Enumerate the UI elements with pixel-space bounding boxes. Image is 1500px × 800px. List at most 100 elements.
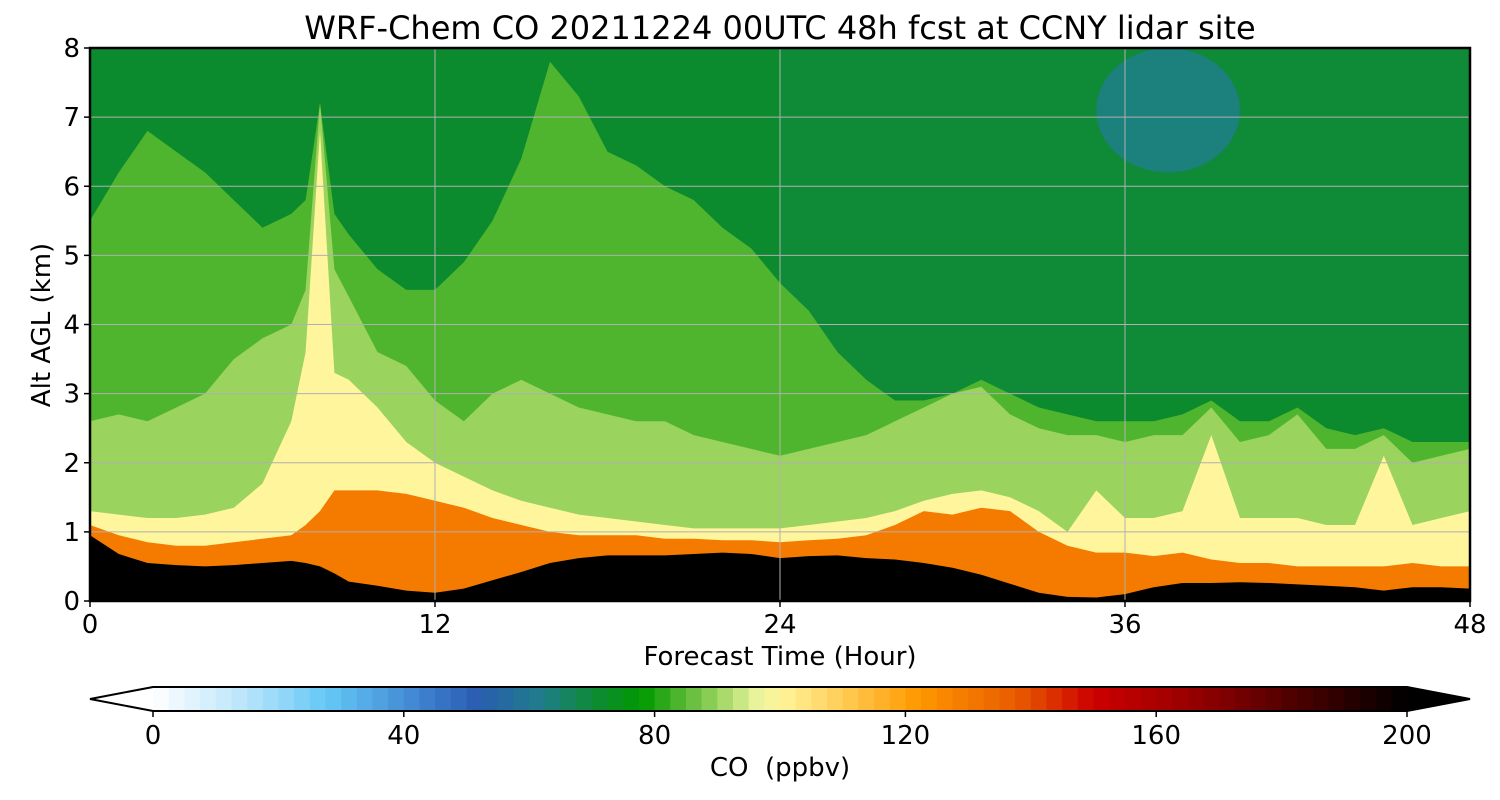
colorbar-bin bbox=[1077, 687, 1095, 711]
colorbar-tick-label: 200 bbox=[1382, 721, 1432, 751]
y-tick-label: 1 bbox=[63, 518, 80, 548]
colorbar-bin bbox=[591, 687, 609, 711]
colorbar-bin bbox=[1281, 687, 1298, 711]
colorbar-bin bbox=[325, 687, 342, 711]
colorbar-bin bbox=[278, 687, 295, 711]
x-tick-label: 36 bbox=[1108, 610, 1141, 640]
colorbar-bin bbox=[717, 687, 734, 711]
colorbar-bin bbox=[858, 687, 875, 711]
colorbar-bin bbox=[184, 687, 201, 711]
colorbar-bin bbox=[247, 687, 264, 711]
colorbar-bin bbox=[262, 687, 279, 711]
colorbar-bin bbox=[1109, 687, 1126, 711]
colorbar-bin bbox=[1344, 687, 1361, 711]
colorbar-bin bbox=[388, 687, 405, 711]
colorbar-bin bbox=[889, 687, 906, 711]
y-tick-label: 8 bbox=[63, 34, 80, 64]
colorbar-bin bbox=[1218, 687, 1236, 711]
colorbar-bin bbox=[231, 687, 248, 711]
colorbar-extend-high bbox=[1407, 687, 1470, 711]
y-tick-label: 4 bbox=[63, 311, 80, 341]
colorbar-bin bbox=[1156, 687, 1173, 711]
colorbar-bin bbox=[1328, 687, 1345, 711]
colorbar-bin bbox=[544, 687, 562, 711]
colorbar-bin bbox=[1187, 687, 1204, 711]
colorbar-bin bbox=[1030, 687, 1048, 711]
y-tick-label: 7 bbox=[63, 103, 80, 133]
colorbar-bin bbox=[1171, 687, 1189, 711]
colorbar-bin bbox=[685, 687, 703, 711]
colorbar-bin bbox=[842, 687, 859, 711]
colorbar-bin bbox=[372, 687, 389, 711]
colorbar-bin bbox=[1265, 687, 1283, 711]
y-axis-label: Alt AGL (km) bbox=[27, 243, 57, 407]
colorbar-bin bbox=[780, 687, 797, 711]
colorbar-bin bbox=[983, 687, 1001, 711]
x-tick-label: 12 bbox=[418, 610, 451, 640]
colorbar-bin bbox=[513, 687, 530, 711]
x-tick-label: 24 bbox=[763, 610, 796, 640]
colorbar-bin bbox=[968, 687, 985, 711]
colorbar-tick-label: 120 bbox=[881, 721, 931, 751]
colorbar-bin bbox=[905, 687, 922, 711]
colorbar-bin bbox=[1203, 687, 1220, 711]
colorbar-bin bbox=[482, 687, 499, 711]
colorbar-bin bbox=[1359, 687, 1377, 711]
colorbar-bin bbox=[466, 687, 483, 711]
colorbar-bin bbox=[529, 687, 546, 711]
colorbar-tick-label: 80 bbox=[638, 721, 671, 751]
x-axis-label: Forecast Time (Hour) bbox=[643, 642, 916, 672]
colorbar-label: CO (ppbv) bbox=[710, 753, 850, 783]
colorbar-bin bbox=[1015, 687, 1032, 711]
colorbar-bin bbox=[215, 687, 232, 711]
colorbar-ticks: 0 40 80 120 160 200 bbox=[145, 711, 1432, 751]
x-tick-label: 48 bbox=[1453, 610, 1486, 640]
colorbar-bin bbox=[921, 687, 938, 711]
colorbar-bin bbox=[1250, 687, 1267, 711]
colorbar-bin bbox=[670, 687, 687, 711]
colorbar-bin bbox=[607, 687, 624, 711]
colorbar-bin bbox=[732, 687, 750, 711]
colorbar-bin bbox=[309, 687, 327, 711]
colorbar-bin bbox=[419, 687, 436, 711]
colorbar: 0 40 80 120 160 200 CO (ppbv) bbox=[89, 686, 1471, 783]
colorbar-bin bbox=[435, 687, 452, 711]
colorbar-bin bbox=[560, 687, 577, 711]
colorbar-bin bbox=[654, 687, 671, 711]
x-axis-ticks: 0 12 24 36 48 bbox=[82, 601, 1487, 640]
colorbar-bin bbox=[1062, 687, 1079, 711]
colorbar-bin bbox=[200, 687, 217, 711]
colorbar-bin bbox=[1140, 687, 1157, 711]
colorbar-bin bbox=[638, 687, 656, 711]
colorbar-bin bbox=[1234, 687, 1251, 711]
y-tick-label: 3 bbox=[63, 380, 80, 410]
colorbar-bin bbox=[450, 687, 468, 711]
colorbar-bin bbox=[952, 687, 969, 711]
y-axis-ticks: 0 1 2 3 4 5 6 7 8 bbox=[63, 34, 90, 617]
y-tick-label: 6 bbox=[63, 172, 80, 202]
colorbar-bin bbox=[795, 687, 812, 711]
colorbar-bin bbox=[748, 687, 765, 711]
colorbar-bin bbox=[1093, 687, 1110, 711]
colorbar-bin bbox=[153, 687, 170, 711]
colorbar-bins bbox=[153, 687, 1407, 711]
y-tick-label: 5 bbox=[63, 241, 80, 271]
colorbar-bin bbox=[764, 687, 781, 711]
colorbar-bin bbox=[701, 687, 718, 711]
colorbar-bin bbox=[341, 687, 358, 711]
colorbar-bin bbox=[874, 687, 891, 711]
colorbar-bin bbox=[1046, 687, 1063, 711]
colorbar-bin bbox=[497, 687, 515, 711]
colorbar-bin bbox=[827, 687, 844, 711]
chart-title: WRF-Chem CO 20211224 00UTC 48h fcst at C… bbox=[304, 9, 1255, 47]
colorbar-bin bbox=[576, 687, 593, 711]
colorbar-bin bbox=[999, 687, 1016, 711]
plot-grid bbox=[90, 48, 1470, 601]
y-tick-label: 0 bbox=[63, 587, 80, 617]
colorbar-extend-low bbox=[90, 687, 153, 711]
x-tick-label: 0 bbox=[82, 610, 99, 640]
y-tick-label: 2 bbox=[63, 449, 80, 479]
colorbar-bin bbox=[1312, 687, 1330, 711]
colorbar-bin bbox=[294, 687, 311, 711]
